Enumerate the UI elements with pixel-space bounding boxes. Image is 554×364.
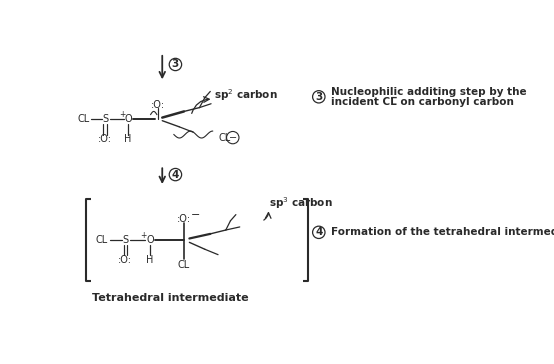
Text: CL: CL (178, 260, 190, 270)
Text: sp$^2$ carbon: sp$^2$ carbon (214, 87, 278, 103)
Text: 4: 4 (172, 170, 179, 179)
Text: H: H (146, 255, 153, 265)
Text: S: S (102, 114, 109, 124)
Text: :Ȯ:: :Ȯ: (177, 214, 191, 224)
Text: Tetrahedral intermediate: Tetrahedral intermediate (92, 293, 248, 303)
Text: :O:: :O: (118, 255, 132, 265)
Text: sp$^3$ carbon: sp$^3$ carbon (269, 195, 333, 211)
Text: 3: 3 (315, 92, 322, 102)
Text: CL: CL (77, 114, 89, 124)
Text: CL: CL (96, 235, 108, 245)
Text: O: O (146, 235, 153, 245)
Text: Nucleophilic additing step by the: Nucleophilic additing step by the (331, 87, 527, 97)
Text: CL: CL (218, 132, 230, 143)
Text: :Ȯ:: :Ȯ: (151, 100, 166, 110)
Text: :O:: :O: (98, 134, 112, 144)
Text: 4: 4 (315, 228, 322, 237)
Text: S: S (123, 235, 129, 245)
Text: O: O (124, 114, 132, 124)
Text: +: + (141, 231, 147, 240)
Text: −: − (229, 132, 237, 143)
Text: +: + (119, 110, 125, 119)
Text: incident CL̅ on carbonyl carbon: incident CL̅ on carbonyl carbon (331, 97, 514, 107)
Text: 3: 3 (172, 59, 179, 70)
Text: −: − (191, 210, 200, 220)
Text: Formation of the tetrahedral intermediate: Formation of the tetrahedral intermediat… (331, 228, 554, 237)
Text: H: H (125, 134, 132, 144)
